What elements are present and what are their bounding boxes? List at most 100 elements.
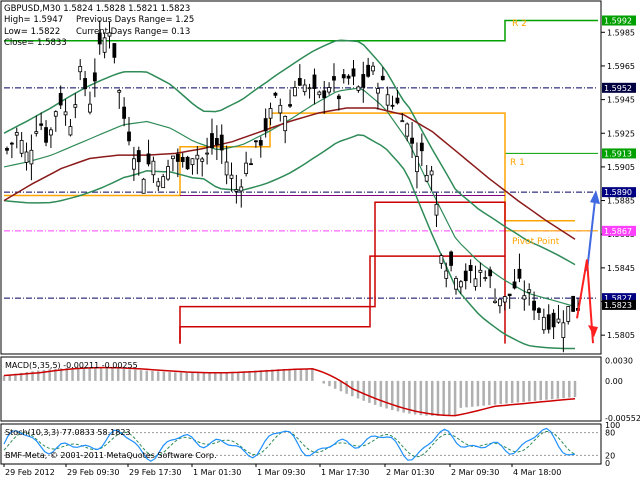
price-tag-4: 1.5867 xyxy=(604,227,632,236)
time-label-5: 1 Mar 17:30 xyxy=(321,468,369,477)
candle-body-59 xyxy=(293,87,297,97)
candle-body-24 xyxy=(122,106,127,119)
macd-scale-0: 0.0030 xyxy=(605,357,633,366)
candle-body-57 xyxy=(283,115,288,132)
candle-body-41 xyxy=(205,152,209,155)
candle-body-1 xyxy=(9,142,14,145)
price-tag-bg-6 xyxy=(602,299,636,310)
candle-body-84 xyxy=(415,156,419,173)
candle-body-52 xyxy=(258,140,263,146)
candle-body-45 xyxy=(224,161,229,176)
candle-body-20 xyxy=(102,37,107,53)
candle-body-74 xyxy=(366,64,371,77)
low-label: Low= 1.5822 xyxy=(4,27,60,37)
candle-body-6 xyxy=(34,131,39,134)
price-tag-bg-1 xyxy=(602,82,636,93)
time-label-8: 4 Mar 18:00 xyxy=(513,468,561,477)
candle-body-28 xyxy=(141,178,146,194)
candle-body-60 xyxy=(297,78,302,86)
macd-signal-line xyxy=(3,366,576,417)
pivot-levels xyxy=(4,19,598,344)
price-tick-label-1: 1.5965 xyxy=(607,62,635,71)
price-tick-label-5: 1.5885 xyxy=(607,197,635,206)
candle-body-22 xyxy=(112,43,117,58)
high-label: High= 1.5947 xyxy=(4,15,63,25)
price-tag-2: 1.5913 xyxy=(604,149,632,158)
close-label: Close= 1.5833 xyxy=(4,38,67,48)
candle-body-7 xyxy=(39,123,44,126)
candle-body-91 xyxy=(449,251,454,266)
candle-body-72 xyxy=(356,86,361,91)
stoch-scale-3: 0 xyxy=(605,459,610,468)
price-tag-bg-4 xyxy=(602,225,636,236)
candle-body-87 xyxy=(429,170,434,176)
macd-label: MACD(5,35,5) -0.00211 -0.00255 xyxy=(5,361,138,370)
ma-line xyxy=(3,107,576,240)
candle-body-3 xyxy=(19,140,24,154)
arrow-down-head xyxy=(588,325,598,338)
stoch-panel-frame xyxy=(0,423,602,465)
candle-body-102 xyxy=(502,296,507,303)
r1-label: R 1 xyxy=(510,158,525,168)
candle-body-13 xyxy=(68,126,73,136)
candle-body-0 xyxy=(5,148,9,151)
candle-body-94 xyxy=(463,270,468,282)
candle-body-44 xyxy=(219,134,224,151)
candle-body-116 xyxy=(571,295,576,312)
candle-body-101 xyxy=(498,298,502,307)
price-tick-label-0: 1.5985 xyxy=(607,28,635,37)
candle-body-66 xyxy=(327,87,332,93)
candle-body-42 xyxy=(210,133,214,149)
candle-body-89 xyxy=(439,255,444,264)
candle-body-15 xyxy=(78,66,83,73)
time-label-6: 2 Mar 01:30 xyxy=(386,468,434,477)
price-tick-label-7: 1.5845 xyxy=(607,264,635,273)
candle-body-31 xyxy=(156,181,161,187)
candle-body-9 xyxy=(49,129,53,136)
candle-body-19 xyxy=(97,32,102,45)
candle-body-26 xyxy=(131,158,136,170)
candle-body-8 xyxy=(44,127,48,143)
price-tags: 1.59921.59521.59131.58901.58671.58271.58… xyxy=(602,15,636,310)
macd-indicator: 0.0030 0.00 -0.00552 xyxy=(2,357,640,423)
candle-body-68 xyxy=(336,95,341,100)
stoch-label: Stoch(10,3,3) 77.0833 58.1823 xyxy=(5,428,131,437)
candle-body-56 xyxy=(278,104,283,114)
candle-body-21 xyxy=(107,32,112,37)
candle-body-85 xyxy=(419,142,424,152)
candle-body-108 xyxy=(532,300,536,311)
candle-body-100 xyxy=(493,300,497,303)
moving-average xyxy=(3,107,576,240)
candle-body-25 xyxy=(127,131,131,142)
candle-body-49 xyxy=(244,162,249,174)
macd-scale-1: 0.00 xyxy=(605,377,623,386)
copyright-text: BMF-Meta, © 2001-2011 MetaQuotes Softwar… xyxy=(5,451,217,460)
candle-body-76 xyxy=(376,88,380,94)
candle-body-50 xyxy=(249,163,253,166)
candle-body-71 xyxy=(351,68,356,77)
candle-body-47 xyxy=(234,189,239,192)
candle-body-29 xyxy=(146,153,151,165)
candle-body-61 xyxy=(302,84,307,93)
candle-body-97 xyxy=(478,269,483,273)
price-tag-bg-3 xyxy=(602,187,636,198)
price-tick-label-2: 1.5945 xyxy=(607,96,635,105)
candle-body-110 xyxy=(541,316,546,331)
macd-scale-2: -0.00552 xyxy=(605,414,640,423)
time-label-1: 29 Feb 09:30 xyxy=(67,468,119,477)
stoch-main-line xyxy=(3,427,576,462)
candle-body-99 xyxy=(488,269,493,277)
candle-body-114 xyxy=(561,322,566,339)
candle-body-109 xyxy=(537,308,541,313)
time-label-4: 1 Mar 09:30 xyxy=(257,468,305,477)
candle-body-16 xyxy=(83,78,87,90)
candle-body-10 xyxy=(53,111,58,117)
candle-body-113 xyxy=(556,318,561,323)
candlesticks xyxy=(5,20,580,353)
candle-body-92 xyxy=(454,277,458,290)
candle-body-73 xyxy=(361,74,366,88)
candle-body-58 xyxy=(288,104,292,107)
